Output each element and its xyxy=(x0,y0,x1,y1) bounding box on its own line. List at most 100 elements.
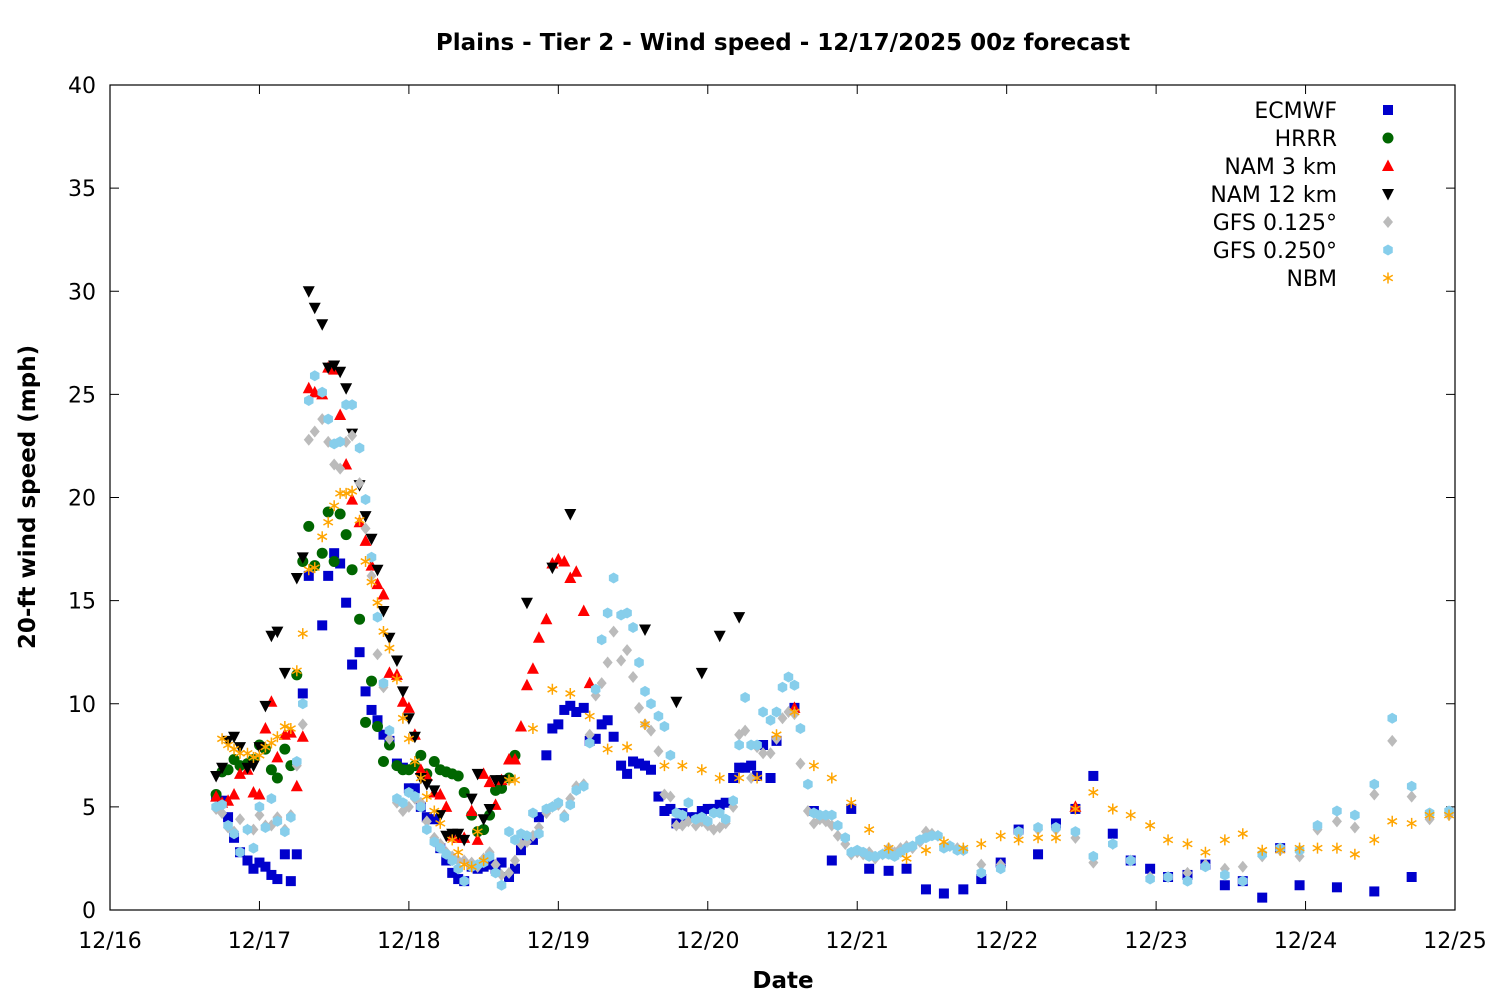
data-point xyxy=(440,800,453,812)
data-point xyxy=(695,667,708,680)
data-point xyxy=(646,698,656,710)
data-point xyxy=(677,760,688,772)
data-point xyxy=(235,846,245,858)
data-point xyxy=(608,731,619,742)
data-point xyxy=(1350,809,1360,821)
data-point xyxy=(883,865,894,876)
legend-marker xyxy=(1382,159,1394,171)
data-point xyxy=(765,747,776,760)
data-point xyxy=(645,724,656,737)
data-point xyxy=(340,383,353,395)
data-point xyxy=(1070,803,1081,815)
data-point xyxy=(1237,860,1248,873)
data-point xyxy=(995,830,1006,842)
x-tick-label: 12/16 xyxy=(78,929,141,954)
data-point xyxy=(304,395,314,407)
data-point xyxy=(826,772,837,784)
data-point xyxy=(907,840,918,852)
data-point xyxy=(292,756,302,767)
data-point xyxy=(1182,838,1193,850)
data-point xyxy=(515,845,526,856)
data-point xyxy=(734,762,745,773)
data-point xyxy=(1387,815,1398,827)
data-point xyxy=(509,854,520,867)
data-point xyxy=(532,631,545,643)
data-point xyxy=(584,737,595,749)
legend: ECMWF HRRR NAM 3 km NAM 12 km GFS 0.125° GFS … xyxy=(1210,99,1394,292)
data-point xyxy=(254,749,265,761)
data-point xyxy=(347,399,357,411)
data-point xyxy=(795,757,806,770)
legend-item: NBM xyxy=(1286,267,1394,292)
y-tick-label: 0 xyxy=(82,899,96,924)
data-point xyxy=(414,763,427,775)
data-point xyxy=(665,749,676,761)
legend-marker xyxy=(1382,189,1394,201)
plot-area xyxy=(109,84,1456,911)
data-point xyxy=(317,531,328,543)
data-point xyxy=(577,604,590,616)
y-tick-label: 35 xyxy=(68,177,96,202)
data-point xyxy=(578,780,589,792)
data-point xyxy=(298,698,308,710)
data-point xyxy=(1257,844,1268,856)
data-point xyxy=(583,676,596,689)
data-point xyxy=(372,648,383,661)
data-point xyxy=(789,679,800,691)
data-point xyxy=(402,701,415,713)
data-point xyxy=(508,752,521,765)
data-point xyxy=(795,723,806,734)
series-nbm xyxy=(216,485,1455,873)
data-point xyxy=(435,817,446,829)
data-point xyxy=(340,529,352,541)
data-point xyxy=(365,533,378,546)
x-tick-label: 12/25 xyxy=(1423,929,1486,954)
data-point xyxy=(441,848,452,860)
data-point xyxy=(1070,826,1081,838)
y-tick-label: 30 xyxy=(68,280,96,305)
data-point xyxy=(279,720,290,732)
data-point xyxy=(958,884,969,895)
data-point xyxy=(216,733,228,745)
data-point xyxy=(1257,892,1268,903)
legend-item: ECMWF xyxy=(1254,99,1393,124)
data-point xyxy=(303,564,314,576)
data-point xyxy=(840,832,851,844)
data-point xyxy=(771,706,782,718)
data-point xyxy=(360,522,371,535)
data-point xyxy=(378,677,389,689)
data-point xyxy=(259,722,272,734)
data-point xyxy=(578,702,589,713)
data-point xyxy=(271,772,283,784)
data-point xyxy=(297,688,308,699)
data-point xyxy=(1163,871,1173,883)
data-point xyxy=(608,625,619,638)
data-point xyxy=(409,756,421,767)
data-point xyxy=(714,799,725,810)
data-point xyxy=(1349,848,1361,860)
data-point xyxy=(265,764,277,776)
data-point xyxy=(584,710,595,722)
x-tick-label: 12/21 xyxy=(826,929,889,954)
data-point xyxy=(317,386,327,398)
data-point xyxy=(533,812,544,823)
data-point xyxy=(920,884,931,895)
data-point xyxy=(720,797,731,808)
data-point xyxy=(335,487,346,499)
y-tick-label: 20 xyxy=(68,487,96,512)
data-point xyxy=(354,442,365,454)
data-point xyxy=(447,855,457,866)
data-point xyxy=(210,770,223,783)
data-point xyxy=(466,861,477,873)
data-point xyxy=(1200,846,1211,858)
data-point xyxy=(452,770,464,782)
data-point xyxy=(1406,780,1417,792)
data-point xyxy=(316,547,328,559)
data-point xyxy=(384,732,395,745)
data-point xyxy=(429,814,440,825)
x-tick-label: 12/23 xyxy=(1124,929,1187,954)
data-point xyxy=(740,762,751,773)
data-point xyxy=(758,747,769,760)
data-point xyxy=(616,760,627,771)
data-point xyxy=(459,875,469,887)
